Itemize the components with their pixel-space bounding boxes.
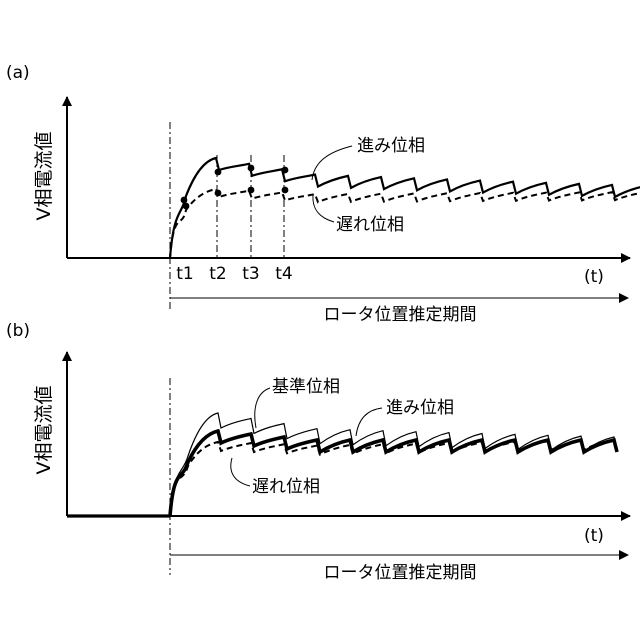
panel-a-lead-curve (170, 158, 640, 258)
panel-a-sample-point (215, 169, 222, 176)
panel-a-time-label: (t) (584, 267, 604, 287)
panel-b: (b) V相電流値 (t) ロータ位置推定期間 基準位相 進み位相 遅れ位相 (6, 321, 630, 583)
panel-a: (a) V相電流値 t1 t2 t3 t4 (t) ロータ位置推定期間 進み位相… (6, 63, 640, 325)
panel-a-lag-label: 遅れ位相 (336, 215, 404, 235)
panel-a-tick-t1: t1 (176, 264, 193, 284)
panel-a-lead-label: 進み位相 (357, 136, 425, 156)
panel-b-lag-leader (231, 458, 250, 486)
panel-b-lag-label: 遅れ位相 (252, 477, 320, 497)
panel-b-period-label: ロータ位置推定期間 (324, 563, 477, 583)
panel-a-period-label: ロータ位置推定期間 (324, 305, 477, 325)
panel-b-ref-leader (255, 388, 270, 428)
panel-a-sample-point (183, 203, 190, 210)
panel-a-y-label: V相電流値 (33, 132, 55, 221)
panel-a-lead-leader (312, 146, 352, 180)
panel-a-tag: (a) (6, 63, 30, 83)
panel-a-sample-point (215, 190, 222, 197)
panel-a-tick-t4: t4 (275, 264, 292, 284)
panel-a-tick-t2: t2 (209, 264, 226, 284)
panel-a-sample-point (248, 165, 255, 172)
panel-b-ref-label: 基準位相 (272, 377, 340, 397)
panel-b-time-label: (t) (584, 526, 604, 546)
panel-a-sample-point (282, 167, 289, 174)
panel-a-lag-curve (170, 189, 640, 258)
panel-b-y-label: V相電流値 (33, 386, 55, 475)
panel-a-sample-point (248, 187, 255, 194)
panel-a-tick-t3: t3 (242, 264, 259, 284)
panel-b-lead-curve (170, 431, 617, 516)
panel-a-sample-point (282, 187, 289, 194)
panel-a-sample-point (181, 197, 188, 204)
panel-b-tag: (b) (6, 321, 30, 341)
panel-b-reference-curve (170, 413, 617, 516)
panel-b-lead-label: 進み位相 (386, 398, 454, 418)
